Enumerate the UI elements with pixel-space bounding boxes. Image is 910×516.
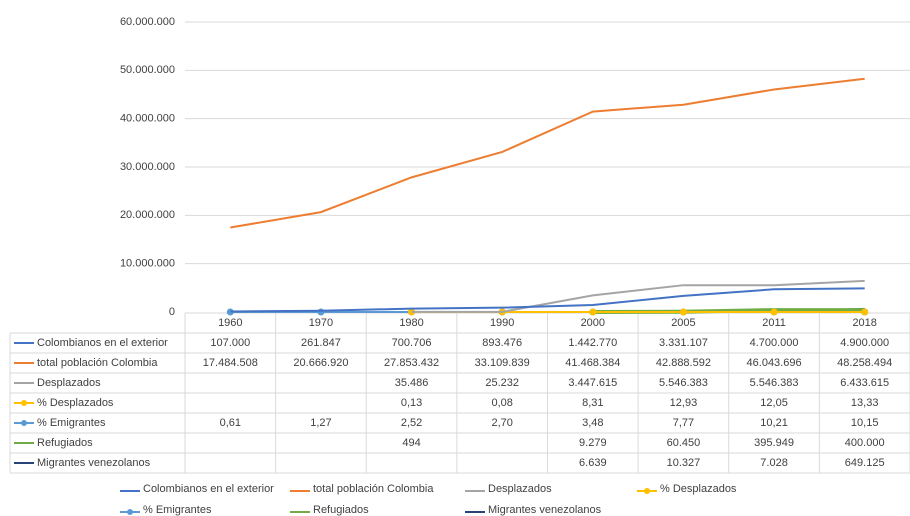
y-tick-label: 40.000.000 [120, 113, 175, 125]
table-cell: 494 [402, 437, 420, 449]
series-line [230, 77, 865, 229]
table-cell: 46.043.696 [747, 357, 802, 369]
y-tick-label: 60.000.000 [120, 16, 175, 28]
table-cell: 1.442.770 [568, 337, 617, 349]
x-tick-label: 1980 [399, 317, 423, 329]
table-cell: 6.639 [579, 457, 607, 469]
table-cell: 42.888.592 [656, 357, 711, 369]
x-tick-label: 1960 [218, 317, 242, 329]
table-legend-key [21, 420, 27, 426]
y-tick-label: 20.000.000 [120, 209, 175, 221]
table-cell: 4.700.000 [750, 337, 799, 349]
table-cell: 400.000 [845, 437, 885, 449]
table-cell: 33.109.839 [475, 357, 530, 369]
table-cell: 48.258.494 [837, 357, 892, 369]
legend-label: Refugiados [313, 504, 369, 516]
table-cell: 0,08 [491, 397, 512, 409]
table-cell: 700.706 [392, 337, 432, 349]
table-cell: 41.468.384 [565, 357, 620, 369]
x-tick-label: 1990 [490, 317, 514, 329]
table-cell: 10.327 [667, 457, 701, 469]
table-cell: 3.447.615 [568, 377, 617, 389]
series-marker [226, 308, 234, 316]
legend-label: total población Colombia [313, 483, 434, 495]
table-cell: 9.279 [579, 437, 607, 449]
table-row-label: % Emigrantes [37, 417, 106, 429]
table-cell: 7,77 [673, 417, 694, 429]
series-marker [589, 308, 597, 316]
table-cell: 6.433.615 [840, 377, 889, 389]
table-row-label: Refugiados [37, 437, 93, 449]
table-cell: 2,52 [401, 417, 422, 429]
table-cell: 2,70 [491, 417, 512, 429]
table-cell: 13,33 [851, 397, 879, 409]
y-tick-label: 0 [169, 306, 175, 318]
table-cell: 60.450 [667, 437, 701, 449]
table-cell: 5.546.383 [659, 377, 708, 389]
table-cell: 4.900.000 [840, 337, 889, 349]
table-cell: 27.853.432 [384, 357, 439, 369]
table-legend-key [21, 400, 27, 406]
legend-key [127, 509, 133, 515]
table-cell: 8,31 [582, 397, 603, 409]
legend-label: Migrantes venezolanos [488, 504, 602, 516]
table-cell: 3,48 [582, 417, 603, 429]
table-row-label: total población Colombia [37, 357, 158, 369]
table-cell: 893.476 [482, 337, 522, 349]
series-marker [861, 308, 869, 316]
table-cell: 25.232 [485, 377, 519, 389]
x-tick-label: 2011 [762, 317, 786, 329]
legend-label: % Desplazados [660, 483, 737, 495]
legend-label: % Emigrantes [143, 504, 212, 516]
y-tick-label: 10.000.000 [120, 258, 175, 270]
table-row-label: Migrantes venezolanos [37, 457, 151, 469]
series-marker [770, 308, 778, 316]
legend-key [644, 488, 650, 494]
x-tick-label: 2018 [852, 317, 876, 329]
legend-label: Desplazados [488, 483, 552, 495]
series-marker [317, 308, 325, 316]
x-tick-label: 1970 [309, 317, 333, 329]
y-tick-label: 50.000.000 [120, 64, 175, 76]
table-cell: 20.666.920 [293, 357, 348, 369]
table-cell: 0,13 [401, 397, 422, 409]
table-row-label: Desplazados [37, 377, 101, 389]
table-row-label: Colombianos en el exterior [37, 337, 168, 349]
table-cell: 649.125 [845, 457, 885, 469]
x-tick-label: 2005 [671, 317, 695, 329]
legend-label: Colombianos en el exterior [143, 483, 274, 495]
series-marker [679, 308, 687, 316]
table-cell: 35.486 [395, 377, 429, 389]
series-line [230, 287, 865, 313]
series-line [411, 279, 865, 313]
table-cell: 12,05 [760, 397, 788, 409]
table-cell: 12,93 [670, 397, 698, 409]
table-cell: 0,61 [220, 417, 241, 429]
table-cell: 1,27 [310, 417, 331, 429]
table-cell: 17.484.508 [203, 357, 258, 369]
x-tick-label: 2000 [581, 317, 605, 329]
table-cell: 3.331.107 [659, 337, 708, 349]
table-cell: 261.847 [301, 337, 341, 349]
table-row-label: % Desplazados [37, 397, 114, 409]
table-cell: 395.949 [754, 437, 794, 449]
table-cell: 10,21 [760, 417, 788, 429]
table-cell: 7.028 [760, 457, 788, 469]
table-cell: 5.546.383 [750, 377, 799, 389]
table-cell: 107.000 [210, 337, 250, 349]
table-cell: 10,15 [851, 417, 879, 429]
y-tick-label: 30.000.000 [120, 161, 175, 173]
